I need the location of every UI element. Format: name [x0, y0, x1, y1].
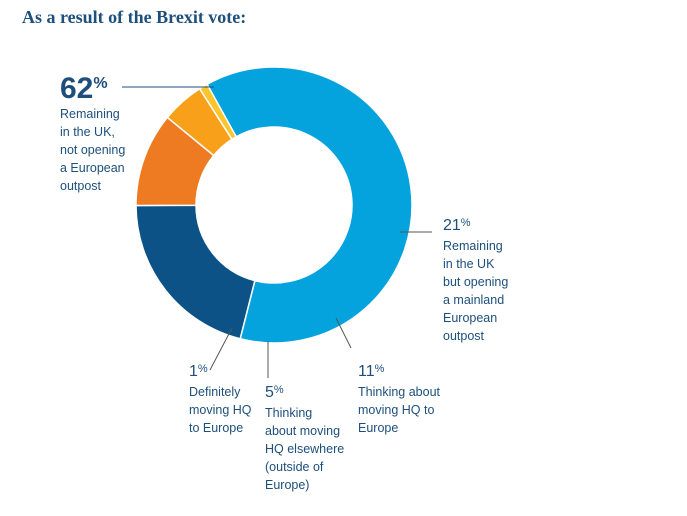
- description-label-5: Thinking about moving HQ elsewhere (outside…: [265, 406, 344, 492]
- chart-title: As a result of the Brexit vote:: [22, 7, 247, 27]
- leader-line-1: [209, 327, 233, 371]
- description-label-62: Remaining in the UK, not opening a European…: [60, 107, 125, 193]
- leader-lines: [122, 86, 432, 378]
- value-label-21: 21%: [443, 217, 471, 234]
- description-label-11: Thinking about moving HQ to Europe: [358, 385, 441, 435]
- description-label-1: Definitely moving HQ to Europe: [189, 385, 252, 435]
- donut-slice-62: [206, 66, 413, 344]
- donut-slices: [135, 66, 413, 344]
- value-label-1: 1%: [189, 363, 208, 380]
- donut-slice-21: [135, 204, 256, 340]
- value-label-11: 11%: [358, 363, 385, 380]
- value-label-5: 5%: [265, 384, 284, 401]
- description-label-21: Remaining in the UK but opening a mainland E…: [443, 239, 508, 343]
- slice-labels: 62%Remaining in the UK, not opening a Europ…: [60, 72, 508, 492]
- value-label-62: 62%: [60, 72, 108, 105]
- leader-line-11: [335, 317, 352, 349]
